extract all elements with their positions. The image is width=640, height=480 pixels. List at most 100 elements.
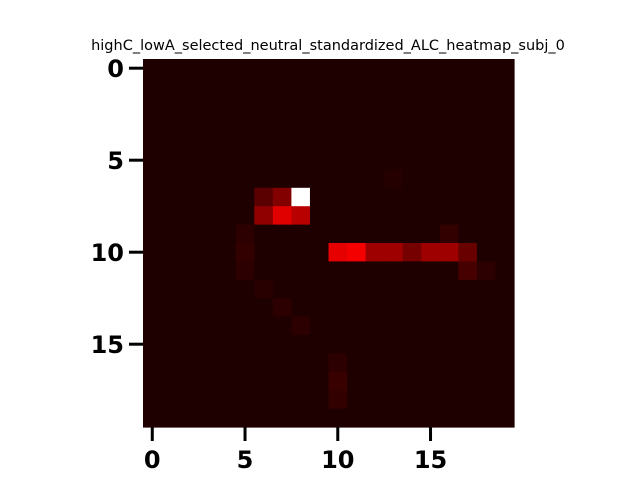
- heatmap-cell-r16-c1: [161, 353, 181, 373]
- heatmap-cell-r3-c11: [347, 114, 367, 134]
- heatmap-cell-r6-c10: [328, 169, 348, 189]
- heatmap-cell-r4-c15: [421, 132, 441, 152]
- heatmap-cell-r11-c5: [235, 261, 255, 281]
- heatmap-cell-r12-c7: [272, 279, 292, 299]
- heatmap-cell-r16-c5: [235, 353, 255, 373]
- heatmap-cell-r18-c2: [180, 390, 200, 410]
- heatmap-cell-r12-c2: [180, 279, 200, 299]
- heatmap-cell-r3-c19: [495, 114, 515, 134]
- heatmap-cell-r0-c19: [495, 59, 515, 78]
- heatmap-cell-r7-c15: [421, 187, 441, 207]
- heatmap-cell-r3-c10: [328, 114, 348, 134]
- heatmap-cell-r2-c1: [161, 95, 181, 115]
- heatmap-cell-r3-c6: [254, 114, 274, 134]
- heatmap-cell-r1-c7: [272, 77, 292, 97]
- heatmap-cell-r5-c13: [384, 151, 404, 170]
- heatmap-cell-r14-c2: [180, 316, 200, 336]
- heatmap-cell-r8-c12: [365, 206, 385, 226]
- heatmap-cell-r3-c17: [458, 114, 478, 134]
- heatmap-cell-r7-c1: [161, 187, 181, 207]
- heatmap-cell-r14-c1: [161, 316, 181, 336]
- y-tick-label-0: 0: [107, 55, 124, 83]
- heatmap-cell-r14-c14: [402, 316, 422, 336]
- heatmap-cell-r13-c9: [309, 298, 330, 318]
- heatmap-cell-r8-c4: [217, 206, 237, 226]
- heatmap-cell-r2-c4: [217, 95, 237, 115]
- heatmap-cell-r11-c16: [439, 261, 459, 281]
- heatmap-cell-r0-c8: [291, 59, 311, 78]
- heatmap-cell-r16-c11: [347, 353, 367, 373]
- heatmap-cell-r4-c4: [217, 132, 237, 152]
- heatmap-cell-r19-c14: [402, 408, 422, 428]
- heatmap-cell-r0-c10: [328, 59, 348, 78]
- heatmap-cell-r8-c17: [458, 206, 478, 226]
- heatmap-cell-r13-c14: [402, 298, 422, 318]
- heatmap-cell-r15-c16: [439, 335, 459, 354]
- heatmap-cell-r3-c13: [384, 114, 404, 134]
- heatmap-cell-r11-c9: [309, 261, 330, 281]
- heatmap-cell-r16-c15: [421, 353, 441, 373]
- heatmap-cell-r11-c6: [254, 261, 274, 281]
- heatmap-cell-r16-c0: [143, 353, 163, 373]
- heatmap-cell-r10-c13: [384, 243, 404, 262]
- heatmap-cell-r8-c8: [291, 206, 311, 226]
- heatmap-cell-r5-c19: [495, 151, 515, 170]
- heatmap-cell-r18-c1: [161, 390, 181, 410]
- heatmap-cell-r19-c4: [217, 408, 237, 428]
- heatmap-cell-r12-c3: [198, 279, 218, 299]
- heatmap-cell-r5-c11: [347, 151, 367, 170]
- heatmap-cell-r7-c16: [439, 187, 459, 207]
- heatmap-cell-r13-c6: [254, 298, 274, 318]
- heatmap-cell-r12-c0: [143, 279, 163, 299]
- heatmap-cell-r8-c18: [476, 206, 497, 226]
- heatmap-cell-r8-c5: [235, 206, 255, 226]
- heatmap-cell-r19-c18: [476, 408, 497, 428]
- heatmap-cell-r11-c11: [347, 261, 367, 281]
- heatmap-cell-r13-c17: [458, 298, 478, 318]
- heatmap-cell-r10-c3: [198, 243, 218, 262]
- heatmap-cell-r18-c19: [495, 390, 515, 410]
- heatmap-cell-r16-c13: [384, 353, 404, 373]
- heatmap-cell-r2-c8: [291, 95, 311, 115]
- heatmap-cell-r10-c6: [254, 243, 274, 262]
- heatmap-cell-r19-c19: [495, 408, 515, 428]
- heatmap-cell-r4-c12: [365, 132, 385, 152]
- heatmap-cell-r11-c1: [161, 261, 181, 281]
- heatmap-cell-r18-c0: [143, 390, 163, 410]
- heatmap-cell-r13-c2: [180, 298, 200, 318]
- heatmap-cell-r18-c16: [439, 390, 459, 410]
- heatmap-cell-r3-c16: [439, 114, 459, 134]
- heatmap-cell-r13-c5: [235, 298, 255, 318]
- heatmap-cell-r3-c9: [309, 114, 330, 134]
- heatmap-cell-r4-c10: [328, 132, 348, 152]
- heatmap-cell-r1-c9: [309, 77, 330, 97]
- heatmap-cell-r12-c15: [421, 279, 441, 299]
- heatmap-cell-r1-c3: [198, 77, 218, 97]
- heatmap-cell-r1-c19: [495, 77, 515, 97]
- heatmap-cell-r2-c13: [384, 95, 404, 115]
- heatmap-cell-r12-c9: [309, 279, 330, 299]
- heatmap-cell-r9-c0: [143, 224, 163, 244]
- heatmap-cell-r15-c3: [198, 335, 218, 354]
- x-tick-label-5: 5: [237, 446, 254, 474]
- heatmap-cell-r10-c8: [291, 243, 311, 262]
- heatmap-cell-r2-c11: [347, 95, 367, 115]
- heatmap-cell-r18-c14: [402, 390, 422, 410]
- heatmap-cell-r17-c6: [254, 371, 274, 391]
- heatmap-cell-r6-c4: [217, 169, 237, 189]
- heatmap-cell-r14-c11: [347, 316, 367, 336]
- heatmap-cell-r6-c3: [198, 169, 218, 189]
- heatmap-cell-r11-c2: [180, 261, 200, 281]
- heatmap-cell-r8-c6: [254, 206, 274, 226]
- heatmap-cell-r2-c5: [235, 95, 255, 115]
- heatmap-cell-r18-c9: [309, 390, 330, 410]
- heatmap-cell-r2-c16: [439, 95, 459, 115]
- heatmap-cell-r12-c16: [439, 279, 459, 299]
- heatmap-cell-r7-c0: [143, 187, 163, 207]
- heatmap-cell-r15-c1: [161, 335, 181, 354]
- heatmap-cell-r19-c17: [458, 408, 478, 428]
- heatmap-cell-r4-c1: [161, 132, 181, 152]
- heatmap-cell-r7-c10: [328, 187, 348, 207]
- x-tick-label-0: 0: [144, 446, 161, 474]
- heatmap-cell-r6-c8: [291, 169, 311, 189]
